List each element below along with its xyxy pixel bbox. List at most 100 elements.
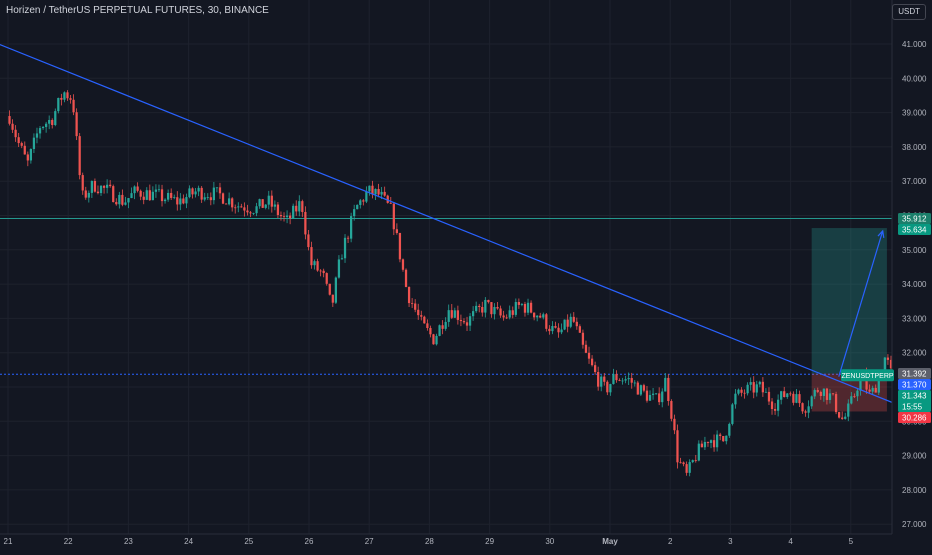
candle-body (783, 391, 786, 397)
currency-button[interactable]: USDT (892, 4, 926, 20)
candle-body (645, 390, 649, 401)
time-axis-tick-label: 22 (64, 537, 73, 546)
candle-body (627, 378, 630, 380)
candle-body (295, 205, 298, 212)
candle-body (340, 258, 344, 260)
candle-body (603, 376, 606, 382)
candle-body (151, 191, 154, 201)
candle-body (243, 207, 246, 211)
candle-body (41, 126, 45, 129)
candle-body (292, 205, 295, 219)
candle-body (874, 387, 877, 393)
candle-body (801, 403, 804, 412)
candle-body (856, 390, 859, 397)
candle-body (45, 123, 48, 127)
candle-body (536, 315, 539, 318)
candle-body (304, 211, 307, 235)
candle-body (709, 440, 713, 443)
candle-body (575, 321, 578, 327)
candle-body (648, 395, 652, 401)
candle-body (554, 326, 557, 328)
candle-body (121, 194, 124, 205)
candle-body (359, 200, 362, 205)
candle-body (81, 175, 84, 191)
candle-body (20, 143, 23, 146)
candle-body (834, 394, 838, 413)
time-axis-tick-label: 27 (365, 537, 374, 546)
candle-body (267, 195, 270, 205)
candle-body (331, 294, 334, 303)
candle-body (78, 136, 81, 176)
candle-body (841, 417, 844, 419)
candle-body (514, 302, 517, 315)
candle-body (145, 190, 148, 200)
price-label-countdown: 15:55 (902, 403, 923, 412)
candle-body (404, 269, 408, 287)
price-axis-tick-label: 34.000 (902, 280, 927, 289)
candle-body (475, 305, 478, 312)
candle-body (847, 403, 850, 417)
candle-body (17, 137, 20, 144)
price-axis-tick-label: 28.000 (902, 486, 927, 495)
candle-body (758, 381, 761, 385)
candle-body (167, 192, 170, 200)
candle-body (529, 302, 533, 313)
price-label-31-343: 31.343 15:55 (898, 390, 931, 413)
price-label-30-286: 30.286 (898, 412, 931, 424)
candle-body (526, 302, 530, 313)
candle-body (398, 232, 402, 260)
candle-body (609, 384, 612, 393)
candle-body (276, 204, 280, 215)
candle-body (679, 462, 682, 464)
candle-body (118, 194, 121, 205)
candle-body (264, 204, 267, 208)
candle-body (343, 237, 347, 259)
candle-body (160, 189, 164, 202)
candle-body (584, 344, 588, 353)
candle-body (109, 184, 112, 187)
candle-body (218, 187, 222, 194)
candle-body (102, 185, 106, 188)
candle-body (334, 277, 337, 303)
candle-body (362, 200, 365, 202)
candle-body (35, 133, 39, 138)
candle-body (206, 197, 209, 199)
candle-body (249, 212, 252, 214)
candle-body (459, 319, 463, 322)
candle-body (356, 204, 359, 210)
time-axis-tick-label: 21 (4, 537, 13, 546)
time-axis-tick-label: 23 (124, 537, 133, 546)
candle-body (517, 302, 520, 305)
candle-body (533, 312, 536, 318)
candle-body (743, 392, 746, 394)
candle-body (407, 286, 411, 304)
candle-body (170, 192, 173, 198)
candle-body (63, 92, 66, 100)
candle-body (380, 191, 383, 195)
candle-body (624, 379, 627, 381)
candle-body (182, 198, 185, 204)
price-axis-tick-label: 32.000 (902, 349, 927, 358)
candle-body (859, 373, 862, 391)
candle-body (163, 199, 167, 202)
candle-body (414, 303, 417, 310)
candle-body (252, 213, 255, 214)
candle-body (319, 270, 322, 272)
candle-body (502, 315, 505, 318)
candle-body (221, 193, 225, 204)
candle-body (734, 393, 737, 405)
candle-body (75, 112, 78, 137)
candle-body (130, 193, 133, 199)
candle-body (133, 186, 136, 194)
candle-body (636, 382, 639, 395)
candle-body (520, 303, 524, 305)
candle-body (691, 460, 694, 463)
candle-body (411, 303, 414, 304)
price-label-31-370: 31.370 (898, 379, 931, 391)
candle-body (658, 393, 661, 403)
candle-body (499, 308, 502, 316)
candle-body (871, 387, 874, 392)
